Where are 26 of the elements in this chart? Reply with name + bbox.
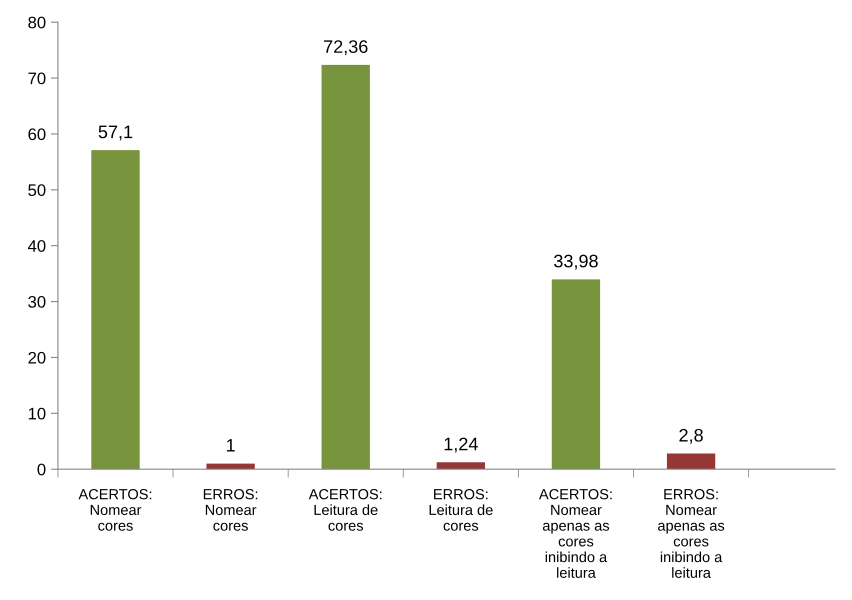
y-tick-label: 0 [38, 464, 46, 476]
data-label: 2,8 [679, 428, 703, 444]
y-tick-label: 40 [28, 240, 46, 252]
bar [552, 279, 600, 470]
bar [666, 454, 716, 470]
y-tick-label: 30 [28, 296, 46, 308]
y-tick-label: 50 [28, 184, 46, 196]
x-tick-label: ACERTOS: Nomear apenas as cores inibindo a leitura [538, 489, 612, 578]
y-tick-label: 70 [28, 72, 46, 84]
y-tick-label: 80 [28, 16, 46, 28]
x-tick-label: ACERTOS: Nomear cores [78, 489, 152, 531]
data-label: 72,36 [324, 40, 368, 56]
y-tick-label: 20 [28, 352, 46, 364]
x-tick-label: ERROS: Nomear apenas as cores inibindo a leitura [658, 489, 724, 578]
data-label: 57,1 [98, 126, 132, 140]
bar [322, 64, 370, 470]
x-tick-label: ERROS: Leitura de cores [430, 489, 493, 531]
x-tick-label: ERROS: Nomear cores [204, 489, 258, 531]
data-label: 33,98 [554, 254, 598, 270]
y-tick-label: 10 [28, 408, 46, 420]
y-tick-label: 60 [28, 128, 46, 140]
data-label: 1,24 [444, 438, 478, 452]
bar [206, 464, 255, 470]
data-label: 1 [226, 439, 235, 452]
bar [91, 150, 140, 470]
x-tick-label: ACERTOS: Leitura de cores [308, 489, 382, 531]
